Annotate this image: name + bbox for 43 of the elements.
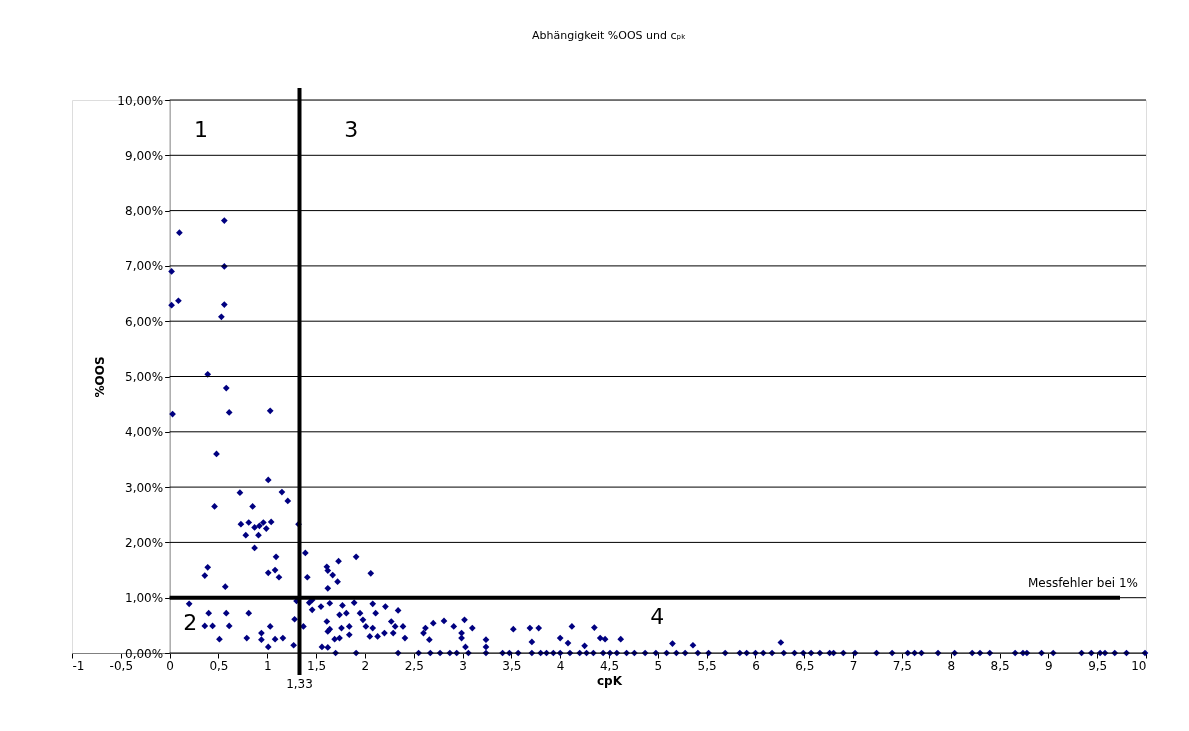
x-tick-label: -0,5 bbox=[109, 658, 134, 673]
y-axis-title: %OOS bbox=[93, 356, 108, 398]
x-tick-label: 7,5 bbox=[892, 658, 912, 673]
x-axis-title: cpK bbox=[596, 673, 623, 688]
y-tick-label: 5,00% bbox=[125, 370, 164, 384]
x-tick-label: 3 bbox=[459, 658, 467, 673]
ref-line-label: Messfehler bei 1% bbox=[1027, 575, 1138, 590]
chart-title: Abhängigkeit %OOS und cₚₖ bbox=[532, 29, 686, 42]
x-tick-label: -1 bbox=[72, 658, 85, 673]
x-tick-label: 8 bbox=[947, 658, 956, 673]
x-tick-label: 3,5 bbox=[502, 658, 522, 673]
y-tick-label: 3,00% bbox=[125, 480, 164, 495]
x-tick-label: 10 bbox=[1131, 658, 1147, 673]
x-tick-label: 5,5 bbox=[697, 658, 717, 673]
y-tick-label: 10,00% bbox=[117, 93, 164, 108]
x-tick-label: 8,5 bbox=[990, 658, 1010, 673]
annotation: 1 bbox=[193, 117, 208, 143]
x-tick-label: 0 bbox=[166, 658, 174, 673]
annotation: 2 bbox=[183, 609, 198, 635]
x-tick-label: 4 bbox=[556, 658, 565, 673]
y-tick-label: 1,00% bbox=[125, 591, 164, 606]
x-tick-label: 5 bbox=[654, 658, 663, 673]
y-tick-label: 0,00% bbox=[125, 646, 164, 661]
y-tick-label: 4,00% bbox=[125, 425, 164, 440]
x-tick-label: 6,5 bbox=[795, 658, 815, 673]
x-tick-label: 2 bbox=[361, 658, 370, 673]
x-tick-label: 1 bbox=[263, 658, 272, 673]
x-tick-label: 4,5 bbox=[599, 658, 620, 673]
y-tick-label: 7,00% bbox=[125, 259, 164, 274]
annotation: 4 bbox=[650, 604, 665, 630]
x-tick-label: 9,5 bbox=[1088, 658, 1108, 673]
y-tick-label: 2,00% bbox=[125, 535, 164, 550]
x-tick-label: 1,5 bbox=[307, 658, 327, 673]
x-tick-label: 7 bbox=[849, 658, 858, 673]
x-tick-label: 2,5 bbox=[404, 658, 424, 673]
x-tick-label: 9 bbox=[1045, 658, 1053, 673]
y-tick-label: 6,00% bbox=[125, 314, 164, 329]
y-tick-label: 9,00% bbox=[125, 148, 164, 163]
ref-line-label: 1,33 bbox=[286, 677, 313, 691]
y-tick-label: 8,00% bbox=[125, 204, 164, 219]
x-tick-label: 6 bbox=[752, 658, 760, 673]
annotation: 3 bbox=[344, 117, 359, 143]
x-tick-label: 0,5 bbox=[209, 658, 229, 673]
